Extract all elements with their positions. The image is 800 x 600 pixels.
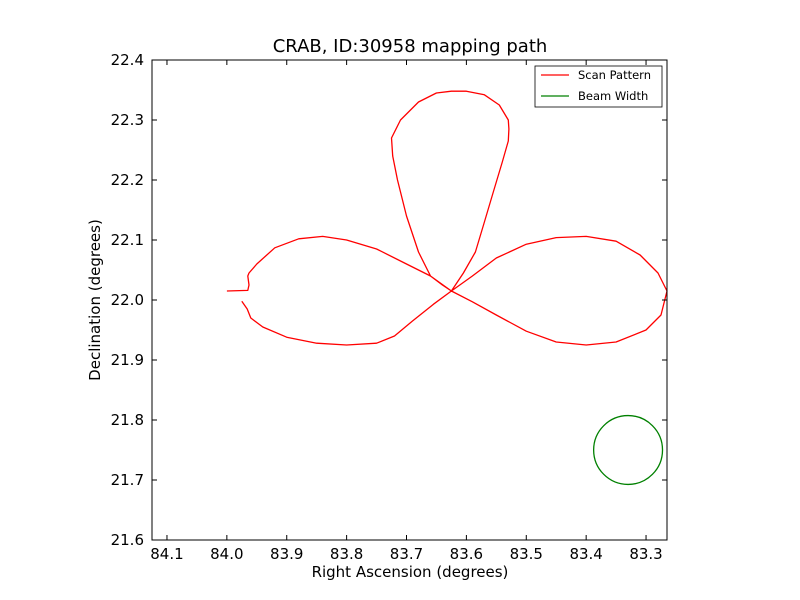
x-tick-label: 84.0 <box>210 545 243 563</box>
y-tick-label: 22.0 <box>111 291 144 309</box>
chart-title: CRAB, ID:30958 mapping path <box>273 36 548 57</box>
y-tick-label: 22.2 <box>111 171 144 189</box>
y-tick-label: 21.8 <box>111 411 144 429</box>
y-tick-label: 21.9 <box>111 351 144 369</box>
legend-label-beam-width: Beam Width <box>578 89 648 103</box>
legend: Scan Pattern Beam Width <box>534 65 663 108</box>
x-tick-label: 83.4 <box>569 545 602 563</box>
y-tick-label: 21.7 <box>111 471 144 489</box>
legend-label-scan-pattern: Scan Pattern <box>578 68 651 82</box>
series-beam-width-circle <box>592 414 664 486</box>
y-tick-label: 22.4 <box>111 51 144 69</box>
x-tick-label: 84.1 <box>150 545 183 563</box>
y-tick-label: 21.6 <box>111 531 144 549</box>
x-axis-label: Right Ascension (degrees) <box>312 563 509 581</box>
ticks-layer: 84.1 84.0 83.9 83.8 83.7 83.6 83.5 83.4 83.3 21.6… <box>111 51 667 563</box>
plot-area <box>151 59 668 541</box>
x-tick-label: 83.3 <box>629 545 662 563</box>
y-axis-label: Declination (degrees) <box>86 219 104 381</box>
x-tick-label: 83.7 <box>390 545 423 563</box>
x-tick-label: 83.5 <box>510 545 543 563</box>
x-tick-label: 83.9 <box>270 545 303 563</box>
plot-background <box>152 60 667 540</box>
series-layer <box>226 90 668 486</box>
series-scan-pattern-line <box>226 90 668 346</box>
x-tick-label: 83.6 <box>450 545 483 563</box>
x-tick-label: 83.8 <box>330 545 363 563</box>
y-tick-label: 22.1 <box>111 231 144 249</box>
legend-box <box>534 65 663 108</box>
y-tick-label: 22.3 <box>111 111 144 129</box>
